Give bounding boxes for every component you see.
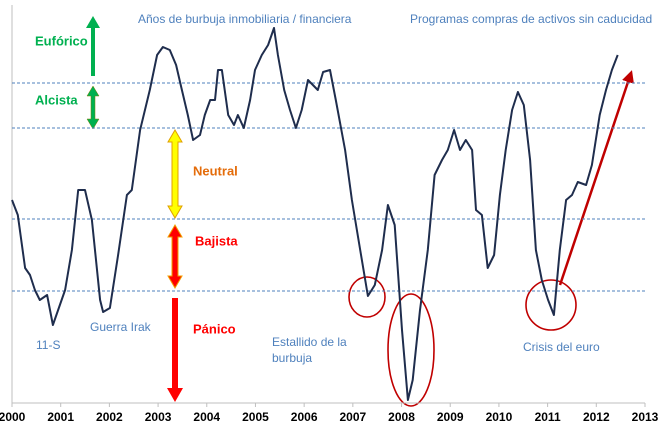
x-tick-label: 2010 <box>486 410 513 424</box>
x-tick-label: 2004 <box>193 410 220 424</box>
x-tick-label: 2012 <box>583 410 610 424</box>
zone-label: Neutral <box>193 163 238 178</box>
x-tick-label: 2006 <box>291 410 318 424</box>
x-tick-label: 2001 <box>47 410 74 424</box>
x-tick-label: 2008 <box>388 410 415 424</box>
zone-label: Bajista <box>195 233 238 248</box>
x-tick-label: 2002 <box>96 410 123 424</box>
zone-label: Alcista <box>35 92 78 107</box>
x-tick-label: 2003 <box>145 410 172 424</box>
highlight-circles <box>348 70 634 407</box>
line <box>11 27 619 401</box>
annotation: Crisis del euro <box>523 340 600 354</box>
x-tick-label: 2009 <box>437 410 464 424</box>
x-tick-label: 2000 <box>0 410 26 424</box>
zone-label: Eufórico <box>35 33 88 48</box>
annotation: burbuja <box>272 351 312 365</box>
x-tick-label: 2005 <box>242 410 269 424</box>
x-tick-label: 2011 <box>535 410 561 424</box>
annotation: Años de burbuja inmobiliaria / financier… <box>138 12 352 26</box>
annotation: Programas compras de activos sin caducid… <box>410 12 652 26</box>
annotation: 11-S <box>36 338 60 352</box>
annotation: Estallido de la <box>272 335 347 349</box>
x-tick-label: 2007 <box>339 410 366 424</box>
x-tick-label: 2013 <box>632 410 659 424</box>
zone-arrows <box>86 16 183 402</box>
zone-label: Pánico <box>193 321 236 336</box>
annotation: Guerra Irak <box>90 320 152 334</box>
